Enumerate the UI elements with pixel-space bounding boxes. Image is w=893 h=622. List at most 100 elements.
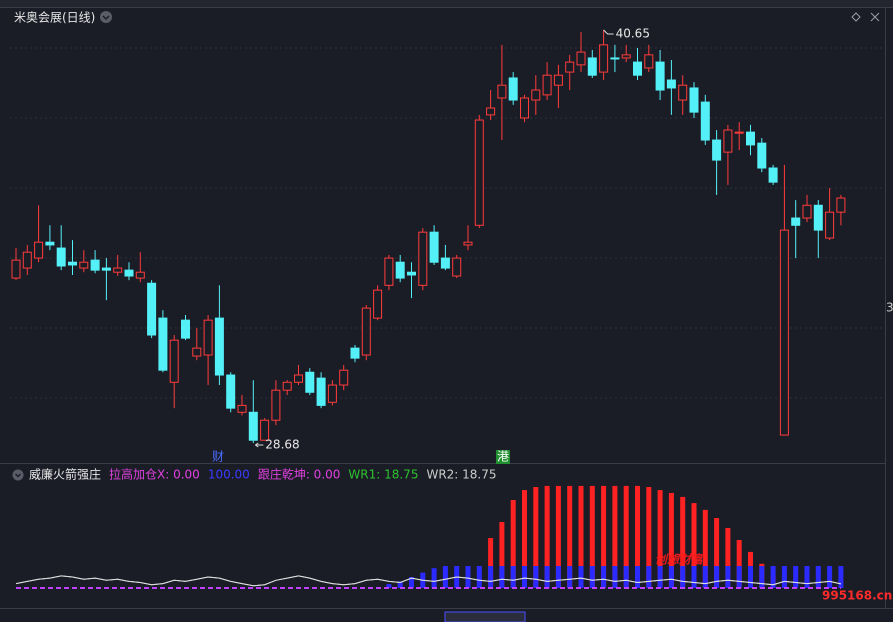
candle-body bbox=[779, 229, 789, 436]
candle-body bbox=[11, 259, 21, 279]
indicator-bar bbox=[635, 566, 640, 588]
candle-body bbox=[553, 74, 563, 86]
indicator-bar bbox=[465, 566, 471, 588]
candle-body bbox=[700, 101, 710, 141]
candle-body bbox=[90, 259, 100, 271]
indicator-bar bbox=[725, 566, 731, 588]
indicator-bar bbox=[680, 566, 686, 588]
indicator-bar bbox=[533, 566, 539, 588]
candle-body bbox=[305, 371, 315, 393]
indicator-bar bbox=[623, 566, 629, 588]
chart-title: 米奥会展(日线) bbox=[14, 11, 95, 25]
candle-body bbox=[689, 87, 699, 113]
indicator-bar bbox=[612, 566, 618, 588]
indicator-bar bbox=[533, 487, 539, 588]
candle-body bbox=[723, 129, 733, 153]
candle-body bbox=[79, 261, 89, 269]
date-box bbox=[444, 611, 526, 622]
indicator-bar bbox=[793, 566, 799, 588]
indicator-bar bbox=[522, 566, 527, 588]
indicator-bar bbox=[589, 566, 595, 588]
close-icon[interactable] bbox=[870, 12, 880, 22]
candle-body bbox=[181, 319, 190, 339]
candle-body bbox=[282, 381, 292, 391]
candle-body bbox=[712, 139, 722, 161]
candle-body bbox=[169, 339, 179, 383]
indicator-bar bbox=[499, 522, 505, 588]
candle-body bbox=[203, 319, 213, 356]
indicator-bar bbox=[646, 566, 652, 588]
candle-body bbox=[34, 241, 44, 259]
candle-body bbox=[542, 74, 552, 96]
candle-body bbox=[113, 267, 123, 273]
indicator-bar bbox=[578, 485, 584, 588]
candle-body bbox=[418, 231, 428, 286]
candle-body bbox=[68, 261, 77, 266]
indicator-bar bbox=[725, 527, 731, 588]
candle-body bbox=[734, 131, 744, 134]
candle-body bbox=[621, 54, 631, 59]
candle-body bbox=[463, 241, 473, 246]
dropdown-icon[interactable] bbox=[12, 469, 24, 481]
candle-body bbox=[248, 411, 258, 441]
candle-body bbox=[768, 167, 778, 183]
candle-body bbox=[678, 84, 688, 101]
indicator-bar bbox=[691, 566, 697, 588]
price-edge-label: 3 bbox=[886, 301, 893, 315]
indicator-bar bbox=[544, 485, 550, 588]
indicator-bar bbox=[442, 566, 448, 588]
candle-body bbox=[361, 307, 371, 356]
indicator-bar bbox=[612, 485, 618, 588]
candle-body bbox=[508, 77, 518, 101]
indicator-bar bbox=[691, 503, 697, 588]
indicator-bar bbox=[544, 566, 550, 588]
indicator-bar bbox=[646, 487, 652, 588]
indicator-bar bbox=[657, 566, 663, 588]
indicator-bar bbox=[555, 566, 561, 588]
candle-body bbox=[452, 257, 462, 277]
candle-body bbox=[836, 197, 846, 213]
event-marker: 港 bbox=[497, 450, 509, 464]
indicator-bar bbox=[601, 566, 607, 588]
indicator-bar bbox=[668, 492, 674, 588]
legend-entry: WR2: 18.75 bbox=[426, 468, 496, 482]
indicator-bar bbox=[759, 566, 765, 588]
dropdown-icon[interactable] bbox=[100, 11, 112, 23]
candle-body bbox=[440, 257, 450, 269]
event-marker: 财 bbox=[212, 450, 224, 464]
candle-body bbox=[101, 267, 111, 271]
candle-body bbox=[825, 211, 835, 239]
candle-body bbox=[271, 389, 281, 421]
candle-body bbox=[666, 79, 676, 89]
indicator-bar bbox=[386, 584, 392, 588]
indicator-line bbox=[15, 575, 842, 587]
indicator-bar bbox=[714, 518, 720, 588]
marker-box bbox=[496, 450, 510, 464]
diamond-icon[interactable] bbox=[851, 12, 861, 22]
candle-body bbox=[757, 142, 767, 169]
candle-body bbox=[214, 317, 224, 376]
indicator-bar bbox=[680, 496, 686, 588]
candle-body bbox=[429, 231, 439, 263]
indicator-bar bbox=[838, 566, 844, 588]
candle-body bbox=[644, 54, 654, 69]
indicator-bar bbox=[431, 568, 437, 588]
candle-body bbox=[124, 269, 134, 277]
indicator-bar bbox=[815, 566, 821, 588]
candle-body bbox=[746, 131, 755, 146]
candle-body bbox=[802, 204, 812, 219]
candle-body bbox=[655, 61, 665, 91]
candle-body bbox=[22, 251, 32, 269]
candle-body bbox=[45, 241, 55, 246]
indicator-bar bbox=[409, 577, 414, 588]
candle-body bbox=[135, 271, 145, 279]
indicator-bar bbox=[522, 490, 527, 588]
watermark-site: 995168.cn bbox=[822, 589, 892, 603]
candle-body bbox=[407, 271, 416, 276]
indicator-bar bbox=[770, 566, 776, 588]
annotation-arrow bbox=[603, 29, 614, 35]
indicator-bar bbox=[635, 485, 640, 588]
indicator-bar bbox=[827, 566, 833, 588]
